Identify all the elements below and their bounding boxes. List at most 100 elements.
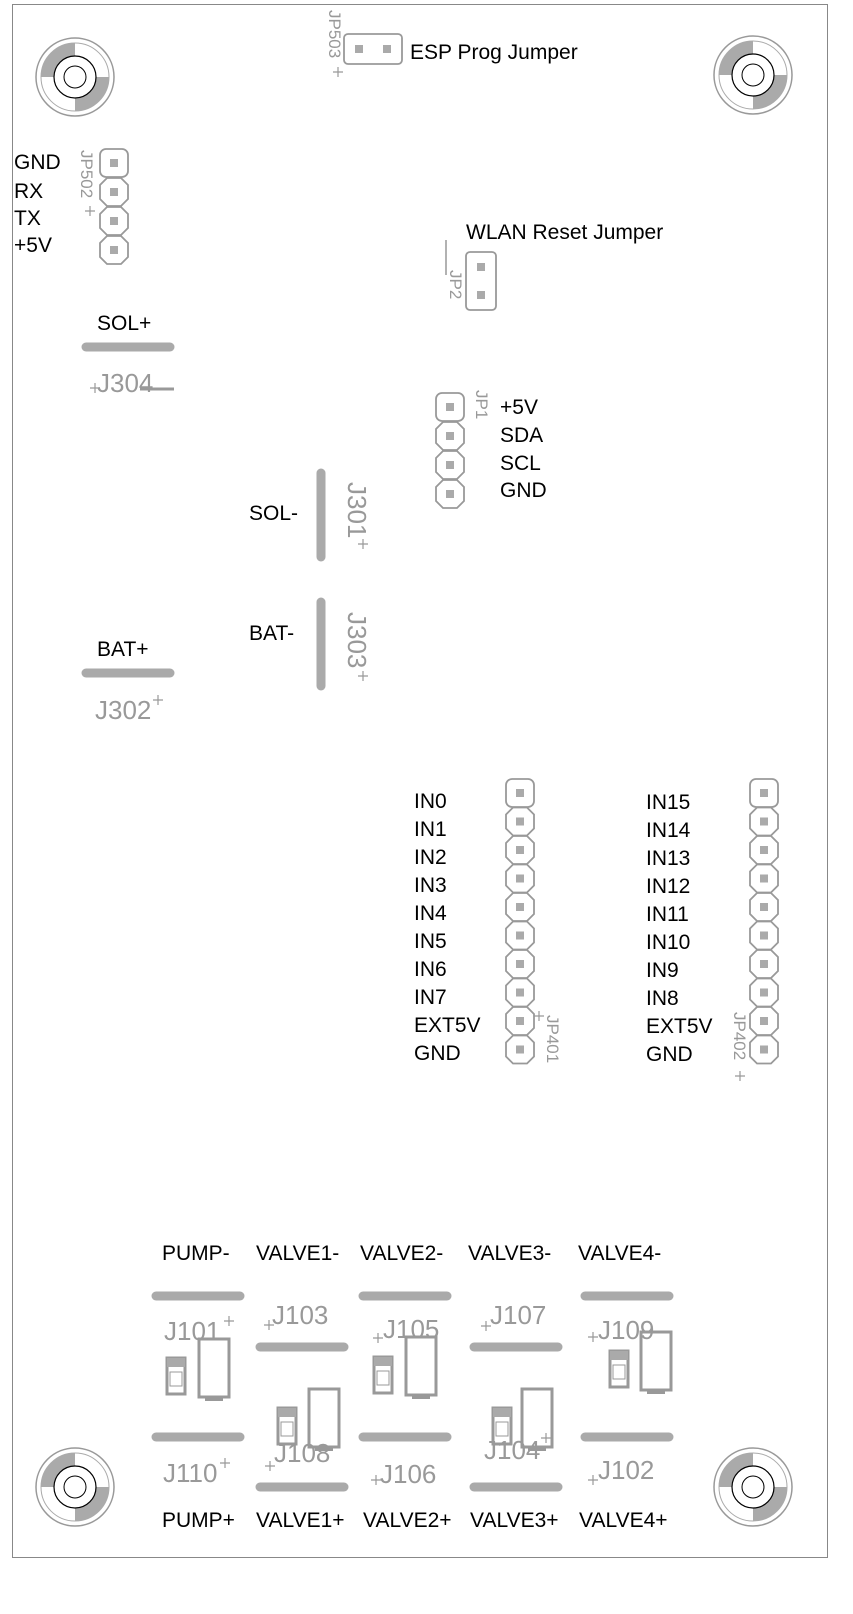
pump-plus-label: PUMP+ <box>162 1509 235 1532</box>
uart-pin-rx-label: RX <box>14 180 44 203</box>
pin-pad <box>516 1017 524 1025</box>
plus-marker <box>153 695 163 705</box>
pin-pad <box>446 403 454 411</box>
input-left-pin-label: IN6 <box>414 958 447 981</box>
plus-marker <box>358 539 368 549</box>
pin-header <box>749 778 779 1065</box>
pin-outline <box>99 148 129 178</box>
pin-outline <box>749 1034 779 1065</box>
pin-outline <box>99 177 129 207</box>
pcb-outline <box>12 4 828 1558</box>
bat-plus-label: BAT+ <box>97 638 149 661</box>
valve3-plus-label: VALVE3+ <box>470 1509 559 1532</box>
uart-pin-5v-label: +5V <box>14 234 52 257</box>
pin-pad <box>516 988 524 997</box>
pin-pad <box>516 1045 524 1054</box>
j104-refdes: J104 <box>484 1435 541 1465</box>
input-right-pin-label: GND <box>646 1043 693 1066</box>
pump-minus-label: PUMP- <box>162 1242 230 1265</box>
plus-marker <box>358 671 368 681</box>
input-left-pin-label: IN3 <box>414 874 447 897</box>
plus-marker <box>224 1316 234 1326</box>
input-right-pin-label: IN14 <box>646 819 691 842</box>
j107-refdes: J107 <box>490 1300 547 1330</box>
j304-refdes: J304 <box>97 368 154 398</box>
diode <box>404 1335 438 1399</box>
jp2-refdes: JP2 <box>446 270 465 300</box>
valve3-minus-label: VALVE3- <box>468 1242 552 1265</box>
resistor <box>165 1356 187 1396</box>
pin-pad <box>446 490 454 498</box>
pin-pad <box>760 874 768 883</box>
wlan-reset-jumper-label: WLAN Reset Jumper <box>466 221 664 244</box>
j106-refdes: J106 <box>380 1459 437 1489</box>
terminal-pads <box>81 342 674 1492</box>
pin-pad <box>516 874 524 883</box>
input-left-pin-label: GND <box>414 1042 461 1065</box>
pin-outline <box>435 479 465 509</box>
pin-pad <box>760 931 768 940</box>
i2c-pin-sda-label: SDA <box>500 424 544 447</box>
valve1-minus-label: VALVE1- <box>256 1242 340 1265</box>
resistor <box>276 1406 298 1446</box>
input-right-pin-label: EXT5V <box>646 1015 713 1038</box>
pin-pad <box>110 159 118 167</box>
diode <box>307 1387 341 1451</box>
plus-marker <box>333 67 343 77</box>
j109-refdes: J109 <box>598 1315 655 1345</box>
input-right-pin-label: IN9 <box>646 959 679 982</box>
input-left-pin-label: IN2 <box>414 846 447 869</box>
sol-minus-label: SOL- <box>249 502 299 525</box>
pin-pad <box>446 461 454 469</box>
plus-marker <box>588 1475 598 1485</box>
i2c-pin-gnd-label: GND <box>500 479 547 502</box>
pin-pad <box>516 846 524 854</box>
mounting-holes <box>35 35 793 1527</box>
pin-pad <box>110 188 118 196</box>
bat-minus-label: BAT- <box>249 622 295 645</box>
valve4-plus-label: VALVE4+ <box>579 1509 668 1532</box>
plus-marker <box>85 206 95 216</box>
valve1-plus-label: VALVE1+ <box>256 1509 345 1532</box>
plus-marker <box>371 1475 381 1485</box>
i2c-pin-5v-label: +5V <box>500 396 538 419</box>
resistor <box>372 1355 394 1395</box>
jp402-refdes: JP402 <box>730 1012 749 1061</box>
j303-refdes: J303 <box>342 612 372 669</box>
jp2-header <box>445 240 497 311</box>
pin-pad <box>110 246 118 254</box>
plus-marker <box>264 1320 274 1330</box>
j102-refdes: J102 <box>598 1455 655 1485</box>
valve2-plus-label: VALVE2+ <box>363 1509 452 1532</box>
input-right-pin-label: IN12 <box>646 875 691 898</box>
mounting-hole <box>713 35 793 115</box>
pin-outline <box>99 206 129 236</box>
resistor <box>608 1349 630 1389</box>
plus-marker <box>588 1332 598 1342</box>
pin-pad <box>516 960 524 968</box>
input-right-pin-label: IN15 <box>646 791 691 814</box>
valve4-minus-label: VALVE4- <box>578 1242 662 1265</box>
plus-marker <box>541 1433 551 1443</box>
j101-refdes: J101 <box>164 1316 221 1346</box>
pin-header <box>435 392 465 509</box>
pin-pad <box>760 1017 768 1025</box>
input-left-pin-label: IN5 <box>414 930 447 953</box>
pin-pad <box>760 817 768 826</box>
pin-pad <box>760 960 768 968</box>
plus-marker <box>534 1011 544 1021</box>
input-left-pin-label: IN0 <box>414 790 447 813</box>
pin-pad <box>110 217 118 225</box>
j105-refdes: J105 <box>383 1314 440 1344</box>
resistor <box>491 1406 513 1446</box>
j103-refdes: J103 <box>272 1300 329 1330</box>
plus-marker <box>481 1321 491 1331</box>
pin-pad <box>516 903 524 911</box>
uart-pin-tx-label: TX <box>14 207 41 230</box>
diode <box>639 1330 673 1394</box>
pin-pad <box>760 903 768 911</box>
pin-outline <box>435 421 465 451</box>
input-right-pin-label: IN11 <box>646 903 689 926</box>
plus-marker <box>265 1461 275 1471</box>
jp503-refdes: JP503 <box>325 10 344 59</box>
